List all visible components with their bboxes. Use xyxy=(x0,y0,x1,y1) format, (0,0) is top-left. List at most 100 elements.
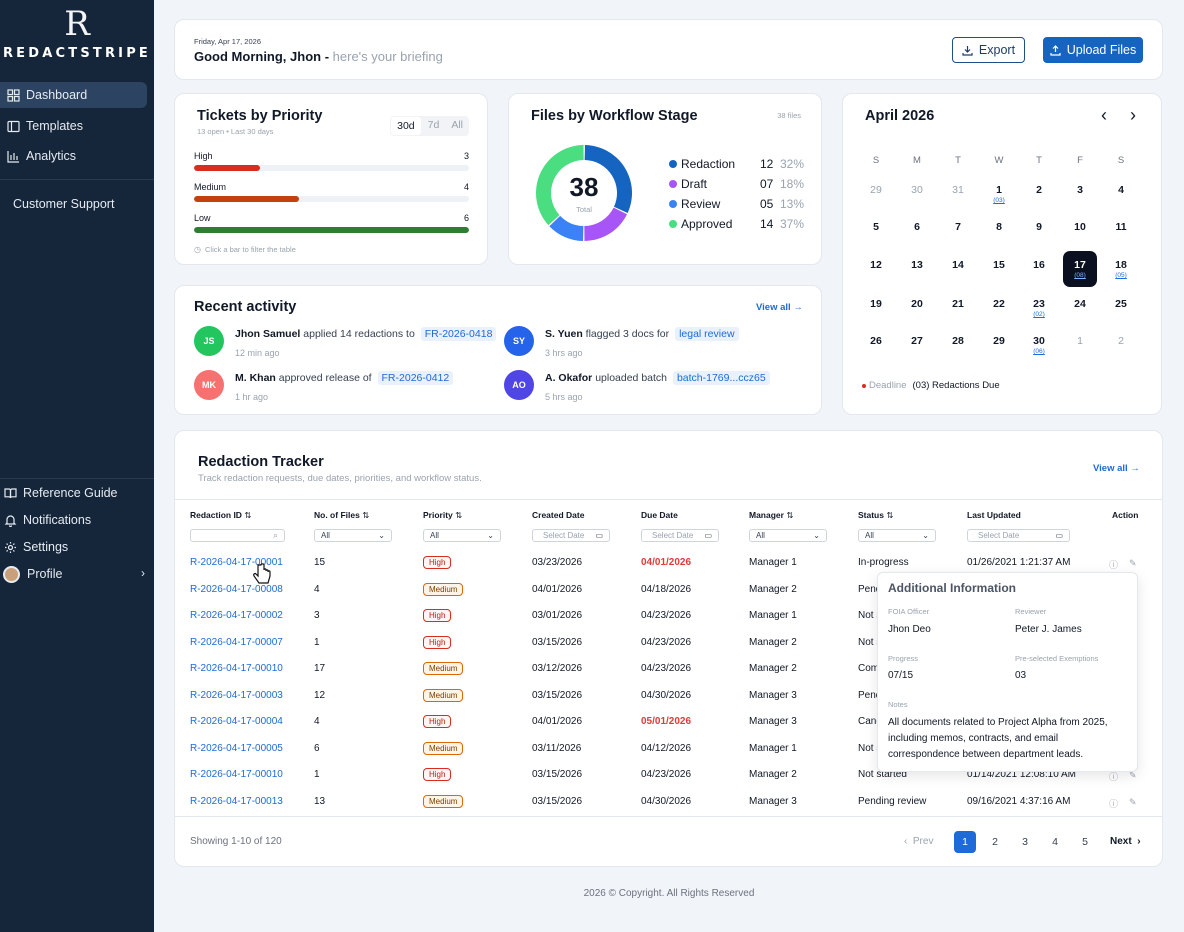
page-button[interactable]: 4 xyxy=(1052,836,1058,848)
legend-review[interactable]: Review 05 13% xyxy=(669,197,804,211)
calendar-day[interactable]: 30 (06) xyxy=(1022,335,1056,371)
nav-reference-guide[interactable]: Reference Guide xyxy=(0,480,147,506)
redaction-id-link[interactable]: R-2026-04-17-00002 xyxy=(190,610,283,621)
calendar-day[interactable]: 2 xyxy=(1118,335,1124,347)
date-filter[interactable]: Select Date ▭ xyxy=(641,529,719,542)
activity-tag-link[interactable]: FR-2026-0412 xyxy=(377,371,454,385)
activity-tag-link[interactable]: batch-1769...ccz65 xyxy=(672,371,770,385)
calendar-day[interactable]: 24 xyxy=(1074,298,1086,310)
chevron-left-icon[interactable]: ‹ xyxy=(1101,105,1107,125)
range-30d[interactable]: 30d xyxy=(391,117,421,135)
brand-logo[interactable]: R REDACTSTRIPE xyxy=(0,7,154,61)
page-button[interactable]: 5 xyxy=(1082,836,1088,848)
redactions-due-count[interactable]: (05) xyxy=(1115,272,1127,279)
nav-templates[interactable]: Templates xyxy=(0,113,147,139)
calendar-day[interactable]: 21 xyxy=(952,298,964,310)
filter-select[interactable]: All ⌄ xyxy=(858,529,936,542)
donut-slice-review[interactable] xyxy=(549,215,584,241)
redactions-due-count[interactable]: (02) xyxy=(1033,311,1045,318)
calendar-day[interactable]: 20 xyxy=(911,298,923,310)
nav-notifications[interactable]: Notifications xyxy=(0,507,147,533)
date-filter[interactable]: Select Date ▭ xyxy=(532,529,610,542)
tracker-view-all[interactable]: View all → xyxy=(1093,463,1140,474)
redaction-id-link[interactable]: R-2026-04-17-00010 xyxy=(190,769,283,780)
prev-button[interactable]: ‹ Prev xyxy=(904,836,934,847)
column-header[interactable]: Status ⇅ xyxy=(858,510,894,520)
edit-icon[interactable]: ✎ xyxy=(1129,770,1137,780)
calendar-day[interactable]: 5 xyxy=(873,221,879,233)
calendar-day[interactable]: 25 xyxy=(1115,298,1127,310)
donut-slice-redaction[interactable] xyxy=(584,145,632,214)
calendar-day[interactable]: 11 xyxy=(1115,221,1127,233)
column-header[interactable]: No. of Files ⇅ xyxy=(314,510,370,520)
activity-tag-link[interactable]: FR-2026-0418 xyxy=(420,327,497,341)
calendar-day[interactable]: 28 xyxy=(952,335,964,347)
redaction-id-link[interactable]: R-2026-04-17-00003 xyxy=(190,689,283,701)
calendar-day[interactable]: 30 xyxy=(911,184,923,196)
chevron-right-icon[interactable]: › xyxy=(1130,105,1136,125)
calendar-day[interactable]: 8 xyxy=(996,221,1002,233)
priority-bar-low[interactable]: Low 6 xyxy=(194,213,470,233)
calendar-day[interactable]: 9 xyxy=(1036,221,1042,233)
nav-profile[interactable]: Profile › xyxy=(0,561,147,587)
calendar-day[interactable]: 17 (08) xyxy=(1063,251,1097,287)
edit-icon[interactable]: ✎ xyxy=(1129,558,1137,568)
redaction-id-link[interactable]: R-2026-04-17-00010 xyxy=(190,663,283,674)
calendar-day[interactable]: 26 xyxy=(870,335,882,347)
filter-select[interactable]: All ⌄ xyxy=(749,529,827,542)
legend-approved[interactable]: Approved 14 37% xyxy=(669,217,804,231)
priority-bar-high[interactable]: High 3 xyxy=(194,151,470,171)
calendar-day[interactable]: 19 xyxy=(870,298,882,310)
legend-redaction[interactable]: Redaction 12 32% xyxy=(669,157,804,171)
page-button[interactable]: 2 xyxy=(992,836,998,848)
redactions-due-count[interactable]: (08) xyxy=(1074,272,1086,279)
column-header[interactable]: Priority ⇅ xyxy=(423,510,463,520)
info-icon[interactable]: ⓘ xyxy=(1109,798,1119,809)
info-icon[interactable]: ⓘ xyxy=(1109,772,1119,782)
calendar-day[interactable]: 12 xyxy=(870,259,882,271)
calendar-day[interactable]: 16 xyxy=(1033,259,1045,271)
redaction-id-link[interactable]: R-2026-04-17-00008 xyxy=(190,583,283,595)
redaction-id-link[interactable]: R-2026-04-17-00013 xyxy=(190,795,283,807)
priority-bar-medium[interactable]: Medium 4 xyxy=(194,182,470,202)
export-button[interactable]: Export xyxy=(952,37,1025,63)
range-7d[interactable]: 7d xyxy=(427,119,440,131)
activity-tag-link[interactable]: legal review xyxy=(675,327,739,341)
activity-view-all[interactable]: View all → xyxy=(756,302,803,313)
range-all[interactable]: All xyxy=(451,119,463,131)
redaction-id-link[interactable]: R-2026-04-17-00005 xyxy=(190,742,283,754)
calendar-day[interactable]: 10 xyxy=(1074,221,1086,233)
upload-files-button[interactable]: Upload Files xyxy=(1043,37,1143,63)
next-button[interactable]: Next › xyxy=(1110,836,1141,847)
calendar-day[interactable]: 29 xyxy=(993,335,1005,347)
nav-analytics[interactable]: Analytics xyxy=(0,143,147,169)
calendar-day[interactable]: 4 xyxy=(1118,184,1124,196)
calendar-day[interactable]: 6 xyxy=(914,221,920,233)
edit-icon[interactable]: ✎ xyxy=(1129,796,1137,807)
calendar-day[interactable]: 13 xyxy=(911,259,923,271)
legend-draft[interactable]: Draft 07 18% xyxy=(669,177,804,191)
calendar-day[interactable]: 27 xyxy=(911,335,923,347)
page-button[interactable]: 3 xyxy=(1022,836,1028,848)
redaction-id-link[interactable]: R-2026-04-17-00007 xyxy=(190,636,283,648)
calendar-day[interactable]: 2 xyxy=(1036,184,1042,196)
redactions-due-count[interactable]: (06) xyxy=(1033,348,1045,355)
calendar-day[interactable]: 22 xyxy=(993,298,1005,310)
column-header[interactable]: Manager ⇅ xyxy=(749,510,794,520)
donut-slice-approved[interactable] xyxy=(536,145,584,226)
calendar-day[interactable]: 3 xyxy=(1077,184,1083,196)
calendar-day[interactable]: 31 xyxy=(952,184,964,196)
calendar-day[interactable]: 1 (03) xyxy=(982,184,1016,220)
redaction-id-link[interactable]: R-2026-04-17-00001 xyxy=(190,557,283,568)
calendar-day[interactable]: 29 xyxy=(870,184,882,196)
calendar-day[interactable]: 18 (05) xyxy=(1104,259,1138,295)
page-button[interactable]: 1 xyxy=(954,831,976,853)
nav-customer-support[interactable]: Customer Support xyxy=(0,191,147,217)
calendar-day[interactable]: 15 xyxy=(993,259,1005,271)
calendar-day[interactable]: 1 xyxy=(1077,335,1083,347)
calendar-day[interactable]: 7 xyxy=(955,221,961,233)
calendar-day[interactable]: 14 xyxy=(952,259,964,271)
calendar-day[interactable]: 23 (02) xyxy=(1022,298,1056,334)
redactions-due-count[interactable]: (03) xyxy=(993,197,1005,204)
nav-dashboard[interactable]: Dashboard xyxy=(0,82,147,108)
